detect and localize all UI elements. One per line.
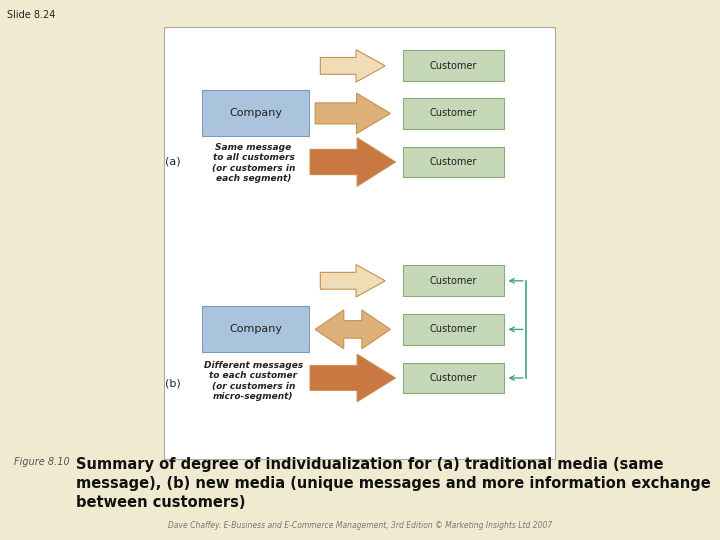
- Text: Figure 8.10: Figure 8.10: [14, 457, 70, 468]
- Text: Customer: Customer: [430, 61, 477, 71]
- Text: Dave Chaffey. E-Business and E-Commerce Management, 3rd Edition © Marketing Insi: Dave Chaffey. E-Business and E-Commerce …: [168, 521, 552, 530]
- Bar: [403, 314, 504, 345]
- Text: Customer: Customer: [430, 109, 477, 118]
- Text: (a): (a): [165, 157, 181, 167]
- Polygon shape: [320, 265, 385, 297]
- Bar: [164, 27, 555, 459]
- Bar: [202, 306, 309, 352]
- Polygon shape: [315, 310, 390, 349]
- Polygon shape: [315, 93, 390, 133]
- Text: (b): (b): [165, 379, 181, 388]
- Text: Customer: Customer: [430, 276, 477, 286]
- Text: Customer: Customer: [430, 157, 477, 167]
- Bar: [403, 98, 504, 129]
- Polygon shape: [310, 138, 395, 186]
- Bar: [403, 146, 504, 177]
- Text: Summary of degree of individualization for (a) traditional media (same
message),: Summary of degree of individualization f…: [76, 457, 711, 510]
- Bar: [403, 363, 504, 394]
- Bar: [202, 90, 309, 137]
- Polygon shape: [310, 354, 395, 402]
- Text: Company: Company: [229, 325, 282, 334]
- Text: Different messages
to each customer
(or customers in
micro-segment): Different messages to each customer (or …: [204, 361, 303, 401]
- Text: Company: Company: [229, 109, 282, 118]
- Text: Customer: Customer: [430, 373, 477, 383]
- Bar: [403, 51, 504, 81]
- Text: Same message
to all customers
(or customers in
each segment): Same message to all customers (or custom…: [212, 143, 295, 183]
- Text: Customer: Customer: [430, 325, 477, 334]
- Bar: [403, 265, 504, 296]
- Text: Slide 8.24: Slide 8.24: [7, 10, 55, 20]
- Polygon shape: [320, 50, 385, 82]
